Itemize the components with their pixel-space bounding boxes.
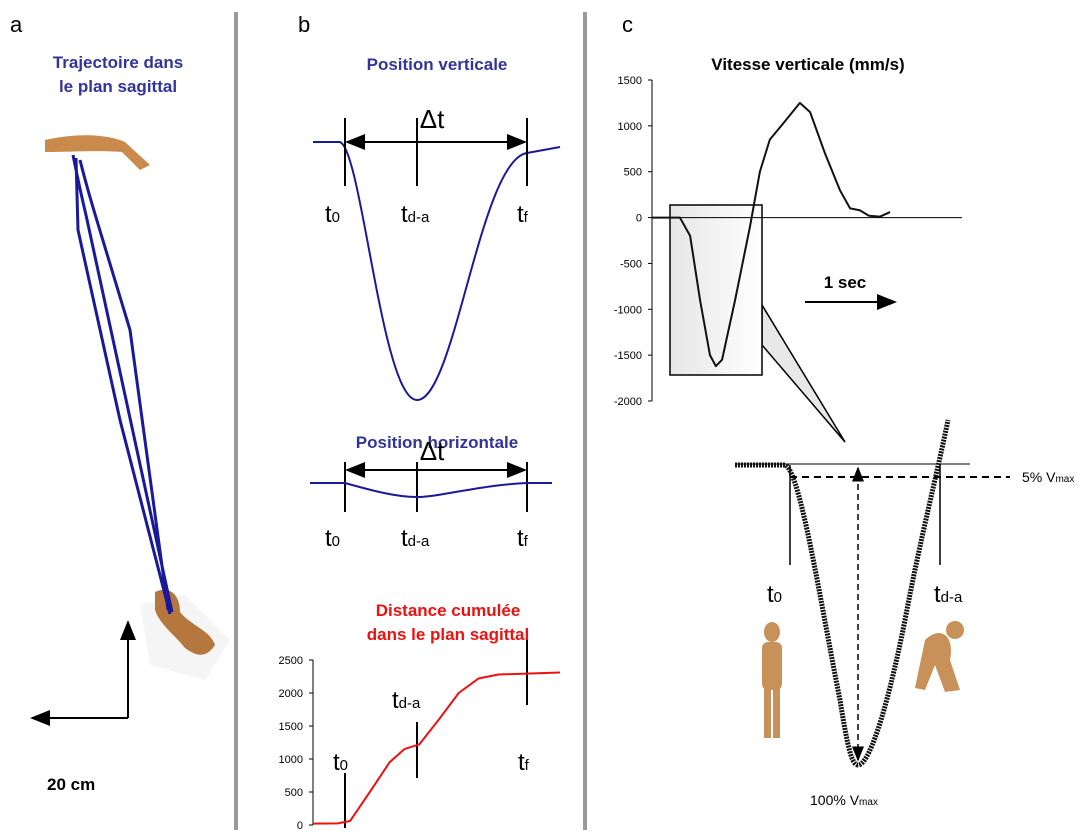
chart-title: Vitesse verticale (mm/s) bbox=[711, 55, 904, 74]
time-label: td-a bbox=[392, 687, 421, 714]
time-label: td-a bbox=[401, 525, 430, 552]
standing-figure bbox=[762, 622, 782, 738]
time-scale-label: 1 sec bbox=[824, 273, 867, 292]
data-line bbox=[652, 101, 891, 368]
arm-illustration bbox=[45, 135, 150, 170]
panel-label: c bbox=[622, 12, 633, 37]
chart-title: Distance cumulée bbox=[376, 601, 521, 620]
scale-label: 20 cm bbox=[47, 775, 95, 794]
zoom-callout bbox=[761, 302, 846, 443]
peak-label: 100% Vmax bbox=[810, 792, 878, 808]
time-markers bbox=[344, 118, 528, 512]
panel-label: a bbox=[10, 12, 23, 37]
y-tick-label: 0 bbox=[297, 820, 303, 830]
y-tick-label: -2000 bbox=[614, 396, 642, 408]
time-markers bbox=[344, 638, 528, 828]
time-label: t0 bbox=[767, 581, 782, 608]
trajectory bbox=[71, 154, 174, 615]
time-label: tf bbox=[517, 201, 529, 228]
y-tick-label: -1500 bbox=[614, 350, 642, 362]
time-label: t0 bbox=[325, 525, 340, 552]
delta-label: Δt bbox=[420, 436, 445, 466]
panel-title: Position horizontale bbox=[356, 433, 518, 452]
horizontal-position-curve bbox=[310, 482, 552, 499]
time-label: td-a bbox=[934, 581, 963, 608]
crouching-figure bbox=[915, 621, 964, 692]
chart-title: dans le plan sagittal bbox=[367, 625, 530, 644]
time-label: t0 bbox=[325, 201, 340, 228]
y-tick-label: 500 bbox=[624, 167, 642, 179]
y-tick-label: 1000 bbox=[279, 754, 303, 766]
y-tick-label: 1500 bbox=[279, 721, 303, 733]
y-tick-label: 1500 bbox=[618, 75, 642, 87]
y-tick-label: 0 bbox=[636, 213, 642, 225]
panel-title: Trajectoire dans bbox=[53, 53, 183, 72]
time-label: tf bbox=[518, 749, 530, 776]
y-tick-label: 2500 bbox=[279, 655, 303, 667]
data-line bbox=[312, 671, 561, 825]
y-tick-label: -1000 bbox=[614, 304, 642, 316]
time-label: tf bbox=[517, 525, 529, 552]
y-tick-label: -500 bbox=[620, 258, 642, 270]
time-label: t0 bbox=[333, 749, 348, 776]
panel-label: b bbox=[298, 12, 310, 37]
panel-title: le plan sagittal bbox=[59, 77, 177, 96]
y-tick-label: 1000 bbox=[618, 121, 642, 133]
threshold-label: 5% Vmax bbox=[1022, 469, 1074, 485]
y-tick-label: 500 bbox=[285, 787, 303, 799]
panel-title: Position verticale bbox=[367, 55, 508, 74]
y-tick-label: 2000 bbox=[279, 688, 303, 700]
zoomed-velocity-curve bbox=[735, 419, 951, 768]
vertical-position-curve bbox=[313, 141, 561, 402]
zoom-box bbox=[669, 204, 763, 376]
time-label: td-a bbox=[401, 201, 430, 228]
delta-label: Δt bbox=[420, 104, 445, 134]
